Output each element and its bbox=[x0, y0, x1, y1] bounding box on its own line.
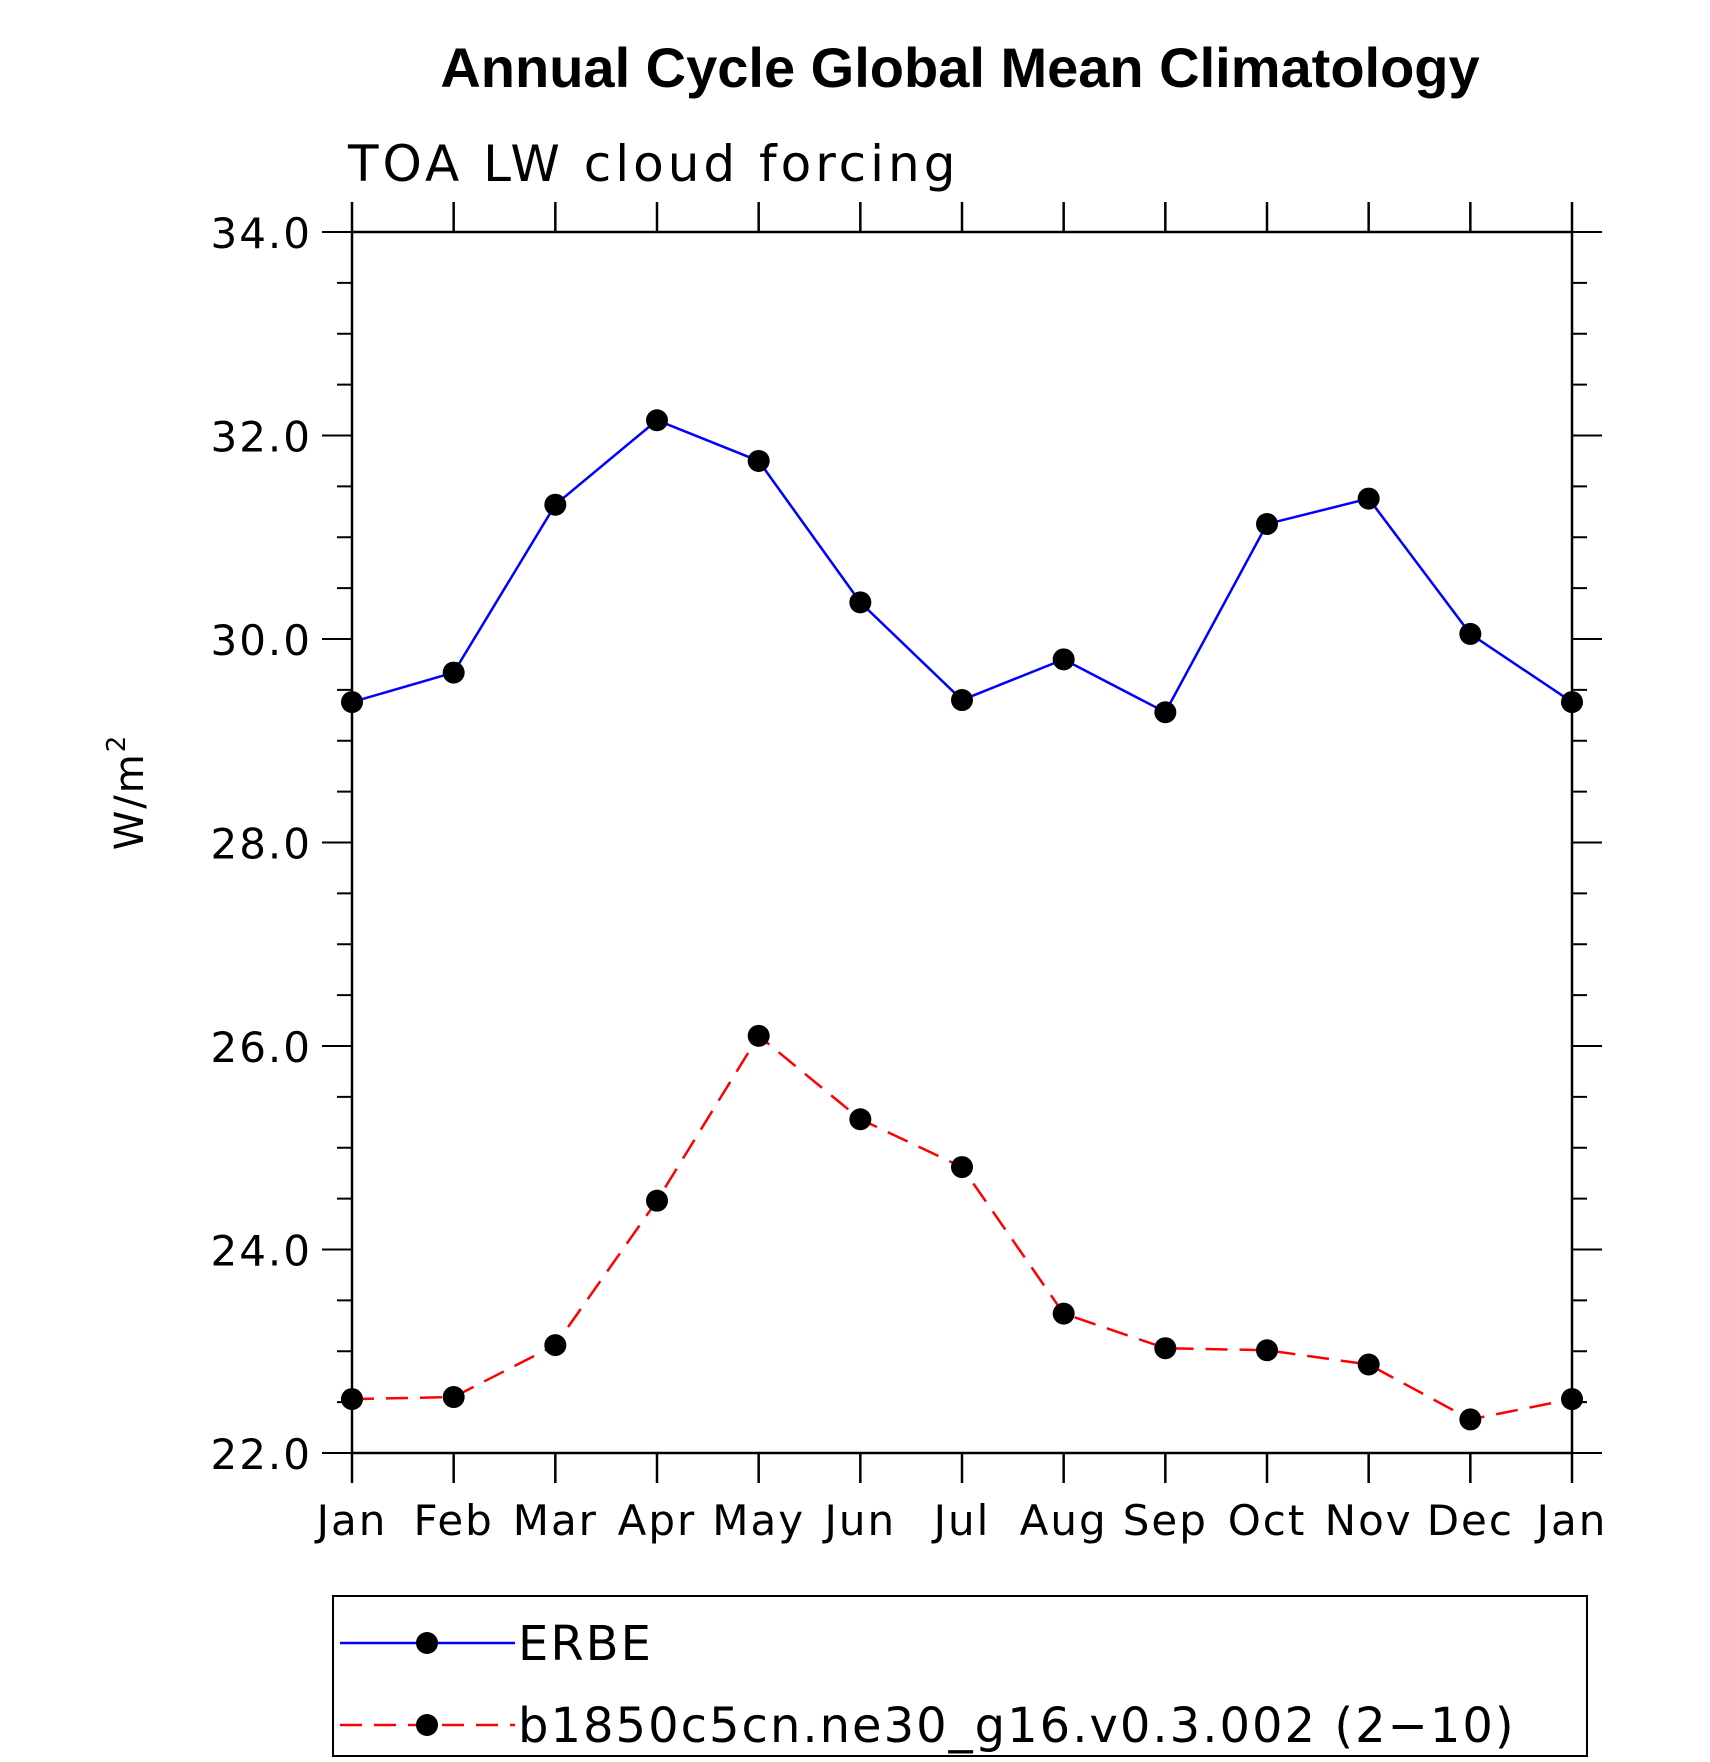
series-0-point bbox=[341, 691, 363, 714]
x-tick-label: Feb bbox=[413, 1496, 493, 1545]
series-0-point bbox=[747, 449, 770, 472]
series-1-point bbox=[646, 1189, 668, 1212]
legend: ERBE b1850c5cn.ne30_g16.v0.3.002 (2−10) bbox=[332, 1595, 1588, 1757]
chart-title: Annual Cycle Global Mean Climatology bbox=[440, 36, 1479, 99]
series-1-point bbox=[341, 1388, 363, 1411]
x-tick-label: Jan bbox=[314, 1496, 388, 1545]
series-line-0 bbox=[351, 418, 1573, 714]
series-1-point bbox=[849, 1108, 872, 1131]
y-tick-label: 22.0 bbox=[210, 1430, 312, 1479]
x-tick-label: Dec bbox=[1427, 1496, 1514, 1545]
y-tick-label: 30.0 bbox=[210, 616, 312, 665]
series-1-point bbox=[951, 1156, 973, 1179]
x-tick-label: Jan bbox=[1534, 1496, 1608, 1545]
x-tick-label: Oct bbox=[1228, 1496, 1307, 1545]
legend-label-1: b1850c5cn.ne30_g16.v0.3.002 (2−10) bbox=[518, 1698, 1516, 1754]
series-0-point bbox=[849, 591, 872, 614]
series-0-point bbox=[1154, 701, 1177, 724]
series-1-point bbox=[1154, 1337, 1177, 1360]
chart-subtitle: TOA LW cloud forcing bbox=[347, 135, 959, 193]
series-1-point bbox=[1459, 1408, 1482, 1431]
series-0-point bbox=[646, 409, 668, 432]
series-0-point bbox=[1052, 648, 1075, 671]
series-0-point bbox=[1256, 513, 1278, 536]
y-axis-label-superscript: 2 bbox=[102, 734, 132, 753]
y-tick-label: 34.0 bbox=[210, 209, 312, 258]
legend-box bbox=[332, 1595, 1588, 1757]
legend-marker-0 bbox=[416, 1632, 438, 1654]
series-0-point bbox=[544, 493, 567, 516]
x-tick-label: Sep bbox=[1123, 1496, 1208, 1545]
x-tick-label: Apr bbox=[618, 1496, 697, 1545]
y-tick-label: 26.0 bbox=[210, 1023, 312, 1072]
series-1-point bbox=[442, 1386, 465, 1409]
y-tick-label: 24.0 bbox=[210, 1227, 312, 1276]
series-0-point bbox=[951, 689, 973, 712]
series-1-point bbox=[1561, 1388, 1583, 1411]
y-tick-label: 28.0 bbox=[210, 820, 312, 869]
y-axis-label: W/m2 bbox=[102, 734, 153, 851]
plot-frame bbox=[350, 230, 1574, 1455]
x-tick-label: Mar bbox=[513, 1496, 598, 1545]
series-0-point bbox=[442, 661, 465, 684]
series-0-point bbox=[1357, 487, 1380, 510]
x-tick-label: Nov bbox=[1325, 1496, 1413, 1545]
series-0-point bbox=[1459, 622, 1482, 645]
series-1-point bbox=[1357, 1353, 1380, 1376]
y-tick-label: 32.0 bbox=[210, 413, 312, 462]
legend-marker-1 bbox=[416, 1714, 438, 1736]
y-axis-label-text: W/m bbox=[107, 752, 153, 850]
x-tick-label: May bbox=[712, 1496, 805, 1545]
x-tick-label: Jun bbox=[822, 1496, 897, 1545]
x-tick-label: Aug bbox=[1020, 1496, 1108, 1545]
legend-label-0: ERBE bbox=[518, 1616, 653, 1672]
series-1-point bbox=[1052, 1302, 1075, 1325]
x-tick-label: Jul bbox=[931, 1496, 991, 1545]
series-1-point bbox=[1256, 1339, 1278, 1362]
series-0-point bbox=[1561, 691, 1583, 714]
series-1-point bbox=[747, 1024, 770, 1047]
series-line-1 bbox=[351, 1033, 1573, 1421]
series-1-point bbox=[544, 1334, 567, 1357]
